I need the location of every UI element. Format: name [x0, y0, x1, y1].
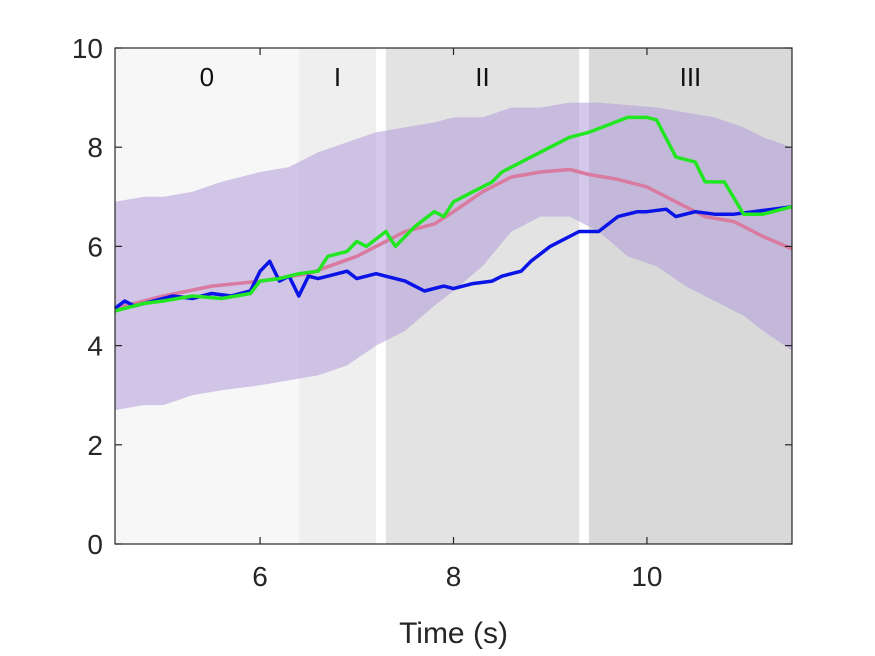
phase-labels: 0 I II III	[200, 62, 702, 92]
y-tick-label: 8	[87, 132, 103, 163]
phase-label-0: 0	[200, 62, 214, 92]
phase-label-1: I	[334, 62, 341, 92]
series-lines	[113, 115, 793, 313]
y-axis-ticks: 0 2 4 6 8 10	[72, 33, 792, 560]
x-axis-label: Time (s)	[399, 617, 508, 650]
series-line-2	[114, 115, 793, 313]
x-tick-label: 8	[446, 561, 462, 592]
x-tick-label: 6	[252, 561, 268, 592]
y-tick-label: 0	[87, 529, 103, 560]
x-tick-label: 10	[631, 561, 662, 592]
series-line-1	[113, 204, 793, 310]
y-tick-label: 10	[72, 33, 103, 64]
phase-label-2: II	[475, 62, 489, 92]
x-axis-ticks: 6 8 10	[252, 48, 663, 592]
y-tick-label: 6	[87, 231, 103, 262]
y-tick-label: 4	[87, 331, 103, 362]
phase-label-3: III	[680, 62, 702, 92]
y-tick-label: 2	[87, 430, 103, 461]
